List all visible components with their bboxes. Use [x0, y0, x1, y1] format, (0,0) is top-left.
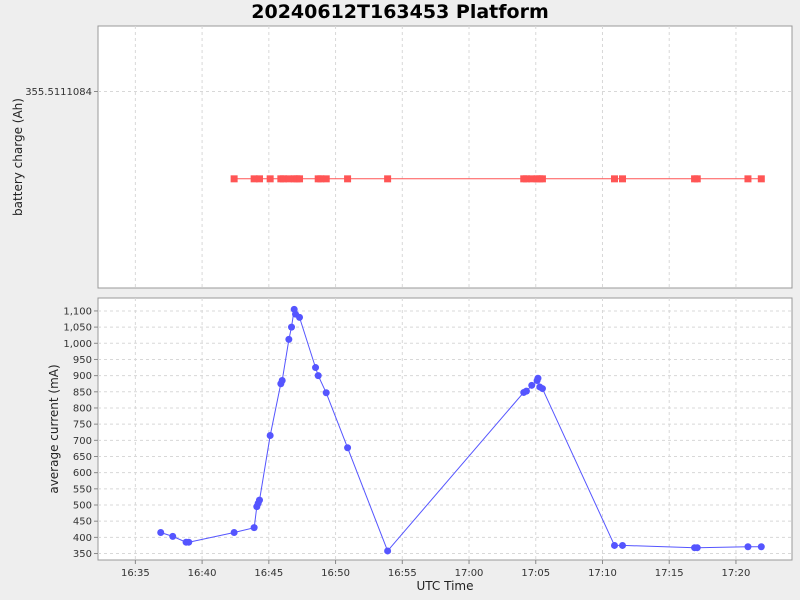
bottom-y-ticks: 350 400 450 500 550 600 650 700 750 800 850 900 950 1… [63, 306, 98, 560]
current-y-tick-label: 1,050 [63, 323, 92, 334]
current-point [278, 376, 286, 384]
battery-point [619, 175, 627, 183]
bottom-plot-area [97, 297, 793, 561]
x-tick-label: 16:35 [121, 568, 150, 579]
current-point [538, 385, 546, 393]
battery-y-tick-label: 355.5111084 [25, 87, 92, 98]
current-point [255, 496, 263, 504]
current-y-tick-label: 650 [73, 452, 92, 463]
top-series [230, 175, 765, 183]
current-point [693, 544, 701, 552]
current-y-tick-label: 800 [73, 403, 92, 414]
bottom-grid [98, 298, 792, 560]
current-y-tick-label: 350 [73, 549, 92, 560]
current-y-tick-label: 900 [73, 371, 92, 382]
battery-point [266, 175, 274, 183]
current-y-tick-label: 950 [73, 355, 92, 366]
current-point [250, 524, 258, 532]
battery-point [744, 175, 752, 183]
current-y-tick-label: 400 [73, 533, 92, 544]
top-plot-area [97, 25, 793, 289]
current-point [285, 335, 293, 343]
x-tick-label: 17:20 [722, 568, 751, 579]
current-y-tick-label: 600 [73, 468, 92, 479]
x-tick-label: 16:40 [188, 568, 217, 579]
battery-point [285, 175, 293, 183]
bottom-y-axis-label: average current (mA) [47, 364, 61, 493]
current-point [314, 372, 322, 380]
x-tick-label: 17:00 [455, 568, 484, 579]
battery-point [344, 175, 352, 183]
current-point [266, 431, 274, 439]
current-y-tick-label: 500 [73, 501, 92, 512]
current-y-tick-label: 750 [73, 420, 92, 431]
x-tick-label: 17:05 [521, 568, 550, 579]
current-point [522, 387, 530, 395]
battery-point [522, 175, 530, 183]
current-y-tick-label: 700 [73, 436, 92, 447]
current-y-tick-label: 850 [73, 387, 92, 398]
top-y-axis-label: battery charge (Ah) [11, 98, 25, 216]
bottom-series [157, 305, 765, 555]
current-point [344, 444, 352, 452]
current-point [610, 541, 618, 549]
current-point [185, 538, 193, 546]
current-point [230, 529, 238, 537]
current-y-tick-label: 550 [73, 484, 92, 495]
battery-point [250, 175, 258, 183]
current-point [322, 389, 330, 397]
battery-point [280, 175, 288, 183]
x-ticks: 16:35 16:40 16:45 16:50 16:55 17:00 17:05 17:10… [121, 560, 750, 579]
current-point [288, 323, 296, 331]
current-point [312, 364, 320, 372]
current-y-tick-label: 1,100 [63, 306, 92, 317]
current-point [619, 541, 627, 549]
battery-point [610, 175, 618, 183]
current-point [744, 543, 752, 551]
current-point [528, 381, 536, 389]
battery-point [384, 175, 392, 183]
current-y-tick-label: 1,000 [63, 339, 92, 350]
current-point [757, 543, 765, 551]
chart-title: 20240612T163453 Platform [251, 1, 549, 23]
current-point [534, 374, 542, 382]
battery-point [693, 175, 701, 183]
current-point [157, 529, 165, 537]
battery-point [230, 175, 238, 183]
battery-point [317, 175, 325, 183]
battery-point [757, 175, 765, 183]
current-point [169, 532, 177, 540]
x-axis-label: UTC Time [417, 579, 474, 593]
x-tick-label: 17:15 [655, 568, 684, 579]
battery-point [538, 175, 546, 183]
battery-point [296, 175, 304, 183]
x-tick-label: 17:10 [588, 568, 617, 579]
current-point [296, 313, 304, 321]
top-y-ticks: 355.5111084 [25, 87, 98, 98]
top-grid [98, 26, 792, 288]
battery-point [528, 175, 536, 183]
x-tick-label: 16:50 [321, 568, 350, 579]
x-tick-label: 16:45 [254, 568, 283, 579]
battery-point [255, 175, 263, 183]
current-y-tick-label: 450 [73, 517, 92, 528]
current-point [384, 547, 392, 555]
battery-point [322, 175, 330, 183]
x-tick-label: 16:55 [388, 568, 417, 579]
